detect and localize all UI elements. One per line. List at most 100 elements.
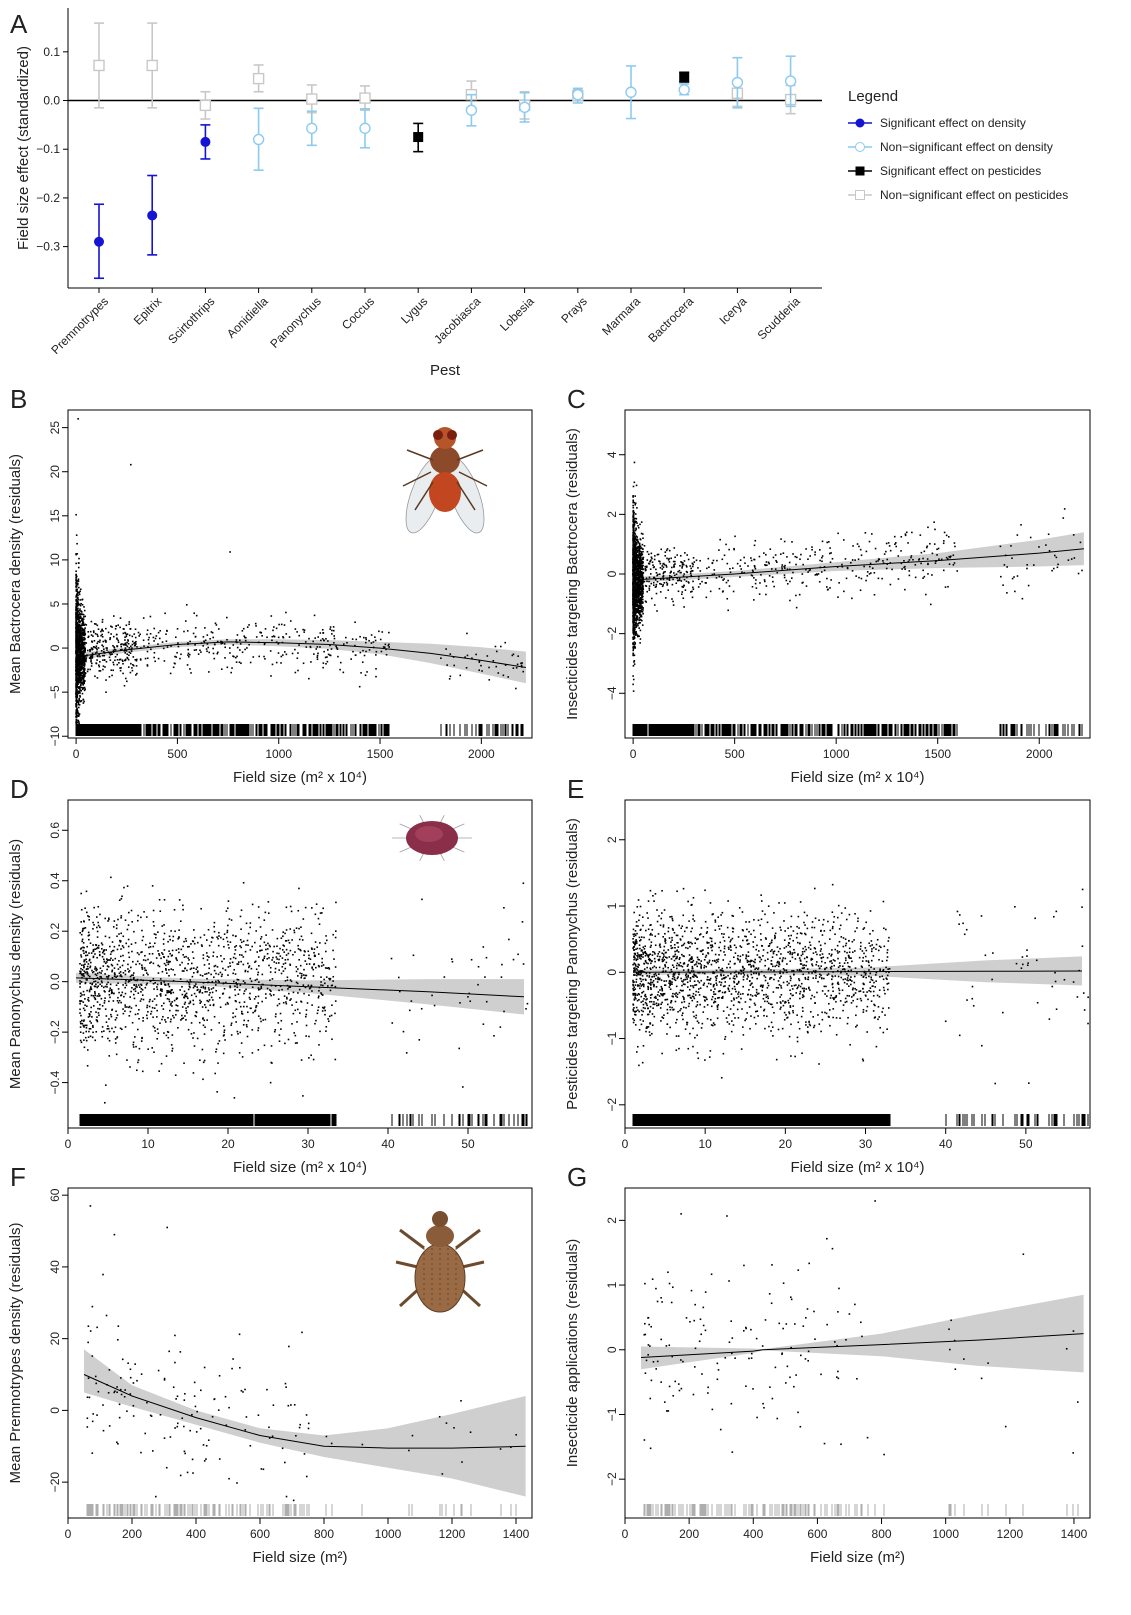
data-point	[239, 643, 242, 645]
data-point	[640, 566, 642, 568]
data-point	[911, 531, 913, 534]
data-point	[229, 652, 231, 654]
data-point	[638, 564, 640, 567]
data-point	[76, 597, 79, 600]
data-point	[217, 1062, 219, 1064]
data-point	[82, 680, 85, 683]
data-point	[282, 944, 285, 946]
data-point	[662, 572, 665, 575]
data-point	[200, 651, 202, 653]
data-point	[635, 625, 638, 627]
data-point	[78, 675, 81, 678]
data-point	[93, 639, 96, 642]
data-point	[81, 666, 84, 668]
data-point	[667, 589, 670, 591]
data-point	[475, 653, 477, 656]
panel-label-b: B	[10, 384, 27, 414]
data-point	[113, 648, 116, 651]
data-point	[925, 546, 928, 549]
data-point	[814, 553, 816, 556]
data-point	[82, 942, 85, 944]
fly-eye	[433, 430, 443, 440]
data-point	[124, 677, 127, 680]
data-point	[858, 576, 860, 579]
data-point	[84, 663, 86, 665]
data-point	[727, 609, 730, 612]
data-point	[760, 574, 762, 576]
data-point	[79, 674, 82, 677]
data-point	[129, 627, 132, 630]
data-point	[276, 1004, 279, 1007]
data-point	[90, 620, 93, 623]
data-point	[633, 543, 636, 546]
data-point	[82, 664, 85, 667]
data-point	[124, 639, 126, 641]
data-point	[653, 558, 656, 561]
data-point	[112, 649, 115, 652]
data-point	[79, 685, 81, 688]
data-point	[692, 586, 694, 589]
data-point	[314, 637, 317, 639]
data-point	[640, 550, 642, 553]
data-point	[325, 935, 327, 937]
x-tick-label: 1500	[367, 747, 394, 761]
data-point	[632, 574, 634, 576]
data-point	[112, 663, 115, 666]
data-point	[638, 553, 640, 555]
data-point	[639, 587, 641, 589]
data-point	[466, 632, 468, 635]
x-tick-label: Scirtothrips	[165, 294, 217, 346]
data-point	[221, 973, 223, 976]
data-points	[632, 461, 1083, 692]
data-point	[952, 554, 955, 557]
data-point	[75, 642, 78, 645]
data-point	[194, 644, 196, 646]
data-point	[223, 643, 226, 645]
data-point	[634, 607, 637, 610]
data-point	[259, 1017, 262, 1020]
data-point	[130, 463, 132, 466]
data-point	[187, 654, 189, 656]
data-point	[363, 636, 365, 639]
data-point	[711, 562, 714, 564]
data-point	[873, 593, 876, 596]
data-point	[666, 578, 668, 580]
data-point	[233, 980, 235, 983]
data-point	[146, 633, 148, 636]
data-point	[81, 598, 84, 601]
data-point	[639, 575, 641, 577]
data-point	[124, 652, 127, 654]
data-point	[632, 500, 635, 503]
data-point	[632, 532, 634, 534]
data-point	[89, 1020, 91, 1023]
data-point	[657, 553, 660, 556]
data-point	[76, 630, 79, 633]
data-point	[137, 1061, 139, 1064]
data-point	[633, 607, 636, 610]
data-point	[322, 662, 325, 664]
data-point	[184, 620, 187, 622]
data-point	[681, 591, 684, 593]
data-point	[1079, 541, 1082, 544]
data-point	[765, 561, 768, 563]
data-point	[632, 521, 635, 524]
data-point	[80, 683, 82, 686]
data-point	[75, 657, 78, 659]
data-point	[632, 523, 635, 526]
data-point	[167, 1036, 170, 1039]
data-point	[641, 573, 644, 575]
data-point	[270, 615, 273, 617]
data-point	[440, 657, 442, 659]
data-point	[633, 525, 635, 527]
data-point	[159, 910, 162, 913]
data-point	[633, 566, 635, 569]
data-point	[75, 580, 78, 583]
data-point	[146, 629, 149, 632]
data-point	[776, 561, 778, 563]
data-point	[381, 631, 384, 633]
data-point	[176, 651, 178, 654]
data-point	[275, 641, 278, 643]
data-point	[636, 555, 639, 558]
data-point	[791, 541, 793, 543]
data-point	[75, 679, 78, 682]
